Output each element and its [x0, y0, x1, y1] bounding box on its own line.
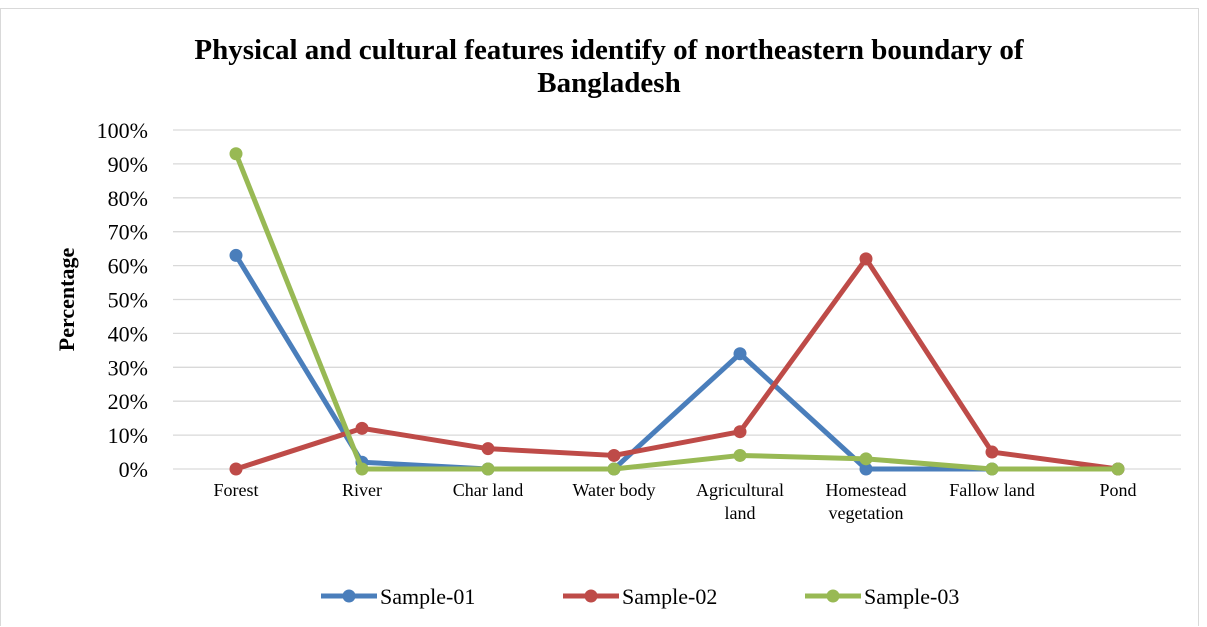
y-tick-label: 40% [108, 321, 148, 346]
y-tick-label: 100% [97, 118, 148, 143]
data-point [733, 347, 747, 361]
x-category-label: Agricultural [696, 480, 784, 500]
data-point [859, 462, 873, 476]
y-tick-label: 10% [108, 423, 148, 448]
data-point [229, 248, 243, 262]
series-lines [229, 147, 1125, 476]
x-category-label: Pond [1099, 480, 1136, 500]
y-tick-label: 20% [108, 389, 148, 414]
x-category-label: Char land [453, 480, 523, 500]
line-chart: Physical and cultural features identify … [54, 34, 1181, 609]
legend-item-1: Sample-01 [321, 584, 475, 609]
x-category-label: Forest [214, 480, 259, 500]
data-point [1111, 462, 1125, 476]
data-point [859, 252, 873, 266]
x-category-label: vegetation [829, 503, 904, 523]
chart-area: Physical and cultural features identify … [0, 8, 1199, 626]
x-category-label: Water body [572, 480, 655, 500]
y-axis-title-text: Percentage [54, 248, 79, 352]
legend-label: Sample-01 [380, 584, 475, 609]
legend-swatch-marker [342, 589, 356, 603]
legend-swatch-marker [584, 589, 598, 603]
legend-label: Sample-03 [864, 584, 959, 609]
y-tick-label: 90% [108, 152, 148, 177]
legend-item-3: Sample-03 [805, 584, 959, 609]
data-point [607, 448, 621, 462]
data-point [481, 462, 495, 476]
data-point [985, 445, 999, 459]
data-point [607, 462, 621, 476]
y-axis-title: Percentage [54, 248, 79, 352]
data-point [733, 448, 747, 462]
legend: Sample-01 Sample-02 Sample-03 [321, 584, 959, 609]
legend-swatch-marker [826, 589, 840, 603]
data-point [229, 147, 243, 161]
gridlines [173, 129, 1181, 470]
data-point [481, 442, 495, 456]
legend-item-2: Sample-02 [563, 584, 717, 609]
data-point [733, 425, 747, 439]
chart-title: Physical and cultural features identify … [194, 34, 1024, 99]
data-point [985, 462, 999, 476]
x-axis-categories: Forest River Char land Water body Agricultur… [214, 480, 1137, 523]
y-tick-label: 80% [108, 186, 148, 211]
data-point [355, 421, 369, 435]
x-category-label: River [342, 480, 382, 500]
y-tick-label: 60% [108, 254, 148, 279]
legend-label: Sample-02 [622, 584, 717, 609]
y-tick-label: 70% [108, 220, 148, 245]
chart-title-line: Bangladesh [537, 67, 680, 99]
chart-title-line: Physical and cultural features identify … [194, 34, 1024, 66]
series-line [233, 252, 1121, 472]
series-line [233, 256, 1121, 472]
series-3 [229, 147, 1125, 476]
y-tick-label: 50% [108, 288, 148, 313]
data-point [859, 452, 873, 466]
x-category-label: Homestead [826, 480, 907, 500]
series-line [233, 151, 1121, 472]
data-point [229, 462, 243, 476]
y-tick-label: 0% [119, 457, 148, 482]
y-axis-ticks: 0% 10% 20% 30% 40% 50% 60% 70% 80% 90% 100% [97, 118, 148, 482]
y-tick-label: 30% [108, 355, 148, 380]
x-category-label: land [725, 503, 756, 523]
x-category-label: Fallow land [949, 480, 1035, 500]
data-point [355, 462, 369, 476]
series-2 [229, 252, 1125, 476]
